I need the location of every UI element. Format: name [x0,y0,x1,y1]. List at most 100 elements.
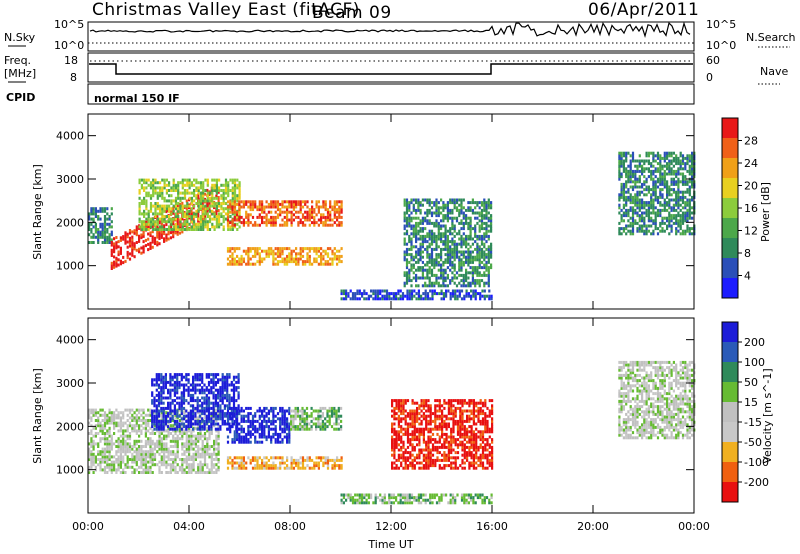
heatmap-cell [258,215,261,219]
heatmap-cell [103,426,107,430]
heatmap-cell [311,200,314,204]
heatmap-cell [186,183,189,187]
heatmap-cell [622,169,625,173]
heatmap-cell [90,439,93,443]
heatmap-cell [308,223,311,227]
heatmap-cell [340,289,343,293]
heatmap-cell [476,237,479,241]
heatmap-cell [117,253,120,257]
heatmap-cell [480,219,484,223]
heatmap-cell [199,202,203,205]
heatmap-cell [205,409,208,413]
heatmap-cell [442,206,445,210]
heatmap-cell [176,217,179,221]
heatmap-cell [155,427,158,431]
heatmap-cell [180,401,183,405]
heatmap-cell [207,404,211,408]
heatmap-cell [178,373,181,377]
heatmap-cell [631,169,635,173]
heatmap-cell [156,181,159,185]
heatmap-cell [140,186,143,190]
heatmap-cell [144,468,147,472]
heatmap-cell [304,262,307,266]
heatmap-cell [688,185,691,189]
heatmap-cell [198,404,201,408]
heatmap-cell [446,273,449,277]
heatmap-cell [333,202,336,206]
heatmap-cell [451,198,454,202]
heatmap-cell [131,460,134,464]
heatmap-cell [240,262,243,266]
heatmap-cell [188,439,191,443]
heatmap-cell [194,373,197,377]
nsky-tick-bottom-right: 10^0 [706,39,736,52]
heatmap-cell [237,380,240,384]
heatmap-cell [233,208,236,212]
heatmap-cell [197,181,200,185]
heatmap-cell [203,427,206,431]
heatmap-cell [147,455,150,459]
heatmap-cell [186,178,189,182]
heatmap-cell [417,276,420,280]
heatmap-cell [661,208,664,212]
heatmap-cell [446,250,449,254]
heatmap-cell [636,214,639,218]
heatmap-cell [110,419,113,422]
heatmap-cell [641,214,644,218]
heatmap-cell [315,252,318,256]
heatmap-cell [90,235,93,239]
heatmap-cell [415,201,418,205]
heatmap-cell [205,414,208,418]
heatmap-cell [210,471,213,474]
heatmap-cell [217,388,220,392]
heatmap-cell [194,442,197,446]
heatmap-cell [156,217,159,221]
heatmap-cell [196,375,199,379]
heatmap-cell [404,294,407,298]
heatmap-cell [435,203,438,207]
heatmap-cell [435,206,438,210]
heatmap-cell [233,419,236,423]
heatmap-cell [469,284,472,288]
heatmap-cell [686,224,689,228]
heatmap-cell [426,276,429,280]
heatmap-cell [202,199,205,203]
heatmap-cell [92,217,95,221]
heatmap-cell [214,388,217,392]
heatmap-cell [483,297,486,301]
heatmap-cell [345,294,348,298]
heatmap-cell [410,237,413,241]
heatmap-cell [143,199,146,203]
heatmap-cell [138,191,141,195]
heatmap-cell [110,463,113,467]
heatmap-cell [426,240,429,244]
heatmap-cell [444,214,447,218]
heatmap-cell [618,232,621,236]
heatmap-cell [272,249,275,253]
heatmap-cell [476,281,479,285]
heatmap-cell [422,297,425,301]
heatmap-cell [462,250,465,254]
heatmap-cell [446,255,449,259]
heatmap-cell [147,413,150,417]
heatmap-cell [140,225,143,229]
heatmap-cell [261,221,264,225]
heatmap-cell [426,268,429,272]
heatmap-cell [490,294,493,298]
heatmap-cell [169,388,172,392]
heatmap-cell [101,413,104,417]
heatmap-cell [178,380,181,384]
heatmap-cell [490,221,493,225]
heatmap-cell [124,465,127,469]
heatmap-cell [153,463,157,467]
heatmap-cell [261,260,264,264]
heatmap-cell [679,203,682,207]
heatmap-cell [215,463,218,467]
heatmap-cell [469,255,472,259]
heatmap-cell [154,228,157,231]
heatmap-cell [222,220,225,224]
heatmap-cell [236,247,239,251]
heatmap-cell [469,229,472,233]
heatmap-cell [440,240,443,244]
heatmap-cell [622,219,625,223]
